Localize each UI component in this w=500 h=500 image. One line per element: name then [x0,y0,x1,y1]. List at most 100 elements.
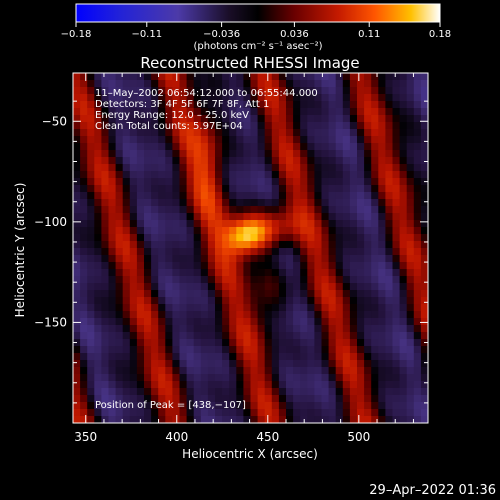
heatmap-cell [172,360,180,368]
heatmap-cell [385,192,393,200]
heatmap-cell [151,332,159,340]
heatmap-cell [406,171,415,179]
heatmap-cell [286,136,294,144]
heatmap-cell [335,213,344,221]
heatmap-cell [257,388,266,396]
heatmap-cell [271,416,280,423]
heatmap-cell [207,276,216,284]
heatmap-cell [87,143,95,151]
heatmap-cell [271,234,280,242]
heatmap-cell [243,164,251,172]
heatmap-cell [80,283,88,291]
heatmap-cell [222,409,230,417]
heatmap-cell [158,269,166,277]
heatmap-cell [222,164,230,172]
heatmap-cell [215,276,223,284]
heatmap-cell [229,402,237,410]
heatmap-cell [215,164,223,172]
heatmap-cell [200,206,209,214]
heatmap-cell [144,360,152,368]
heatmap-cell [321,416,329,423]
heatmap-cell [293,80,301,88]
heatmap-cell [136,395,145,403]
heatmap-cell [215,318,223,326]
heatmap-cell [101,199,109,207]
heatmap-cell [136,304,145,312]
heatmap-cell [321,150,329,158]
heatmap-cell [108,402,116,410]
heatmap-cell [364,395,372,403]
heatmap-cell [314,402,322,410]
heatmap-cell [293,395,301,403]
heatmap-cell [335,157,344,165]
heatmap-cell [278,157,287,165]
heatmap-cell [222,94,230,102]
heatmap-cell [122,101,131,109]
heatmap-cell [314,367,322,375]
heatmap-cell [342,80,351,88]
heatmap-cell [200,395,209,403]
heatmap-cell [80,199,88,207]
heatmap-cell [243,395,251,403]
heatmap-cell [264,402,273,410]
heatmap-cell [264,178,273,186]
heatmap-cell [73,374,81,382]
heatmap-cell [342,346,351,354]
heatmap-cell [207,304,216,312]
heatmap-cell [172,262,180,270]
heatmap-cell [371,262,379,270]
heatmap-cell [378,353,386,361]
heatmap-cell [371,143,379,151]
heatmap-cell [250,297,258,305]
heatmap-cell [392,227,400,235]
heatmap-cell [371,94,379,102]
heatmap-cell [264,346,273,354]
heatmap-cell [236,325,244,333]
heatmap-cell [165,318,173,326]
heatmap-cell [406,136,415,144]
heatmap-cell [229,353,237,361]
heatmap-cell [179,185,187,193]
heatmap-cell [364,360,372,368]
heatmap-cell [94,157,102,165]
heatmap-cell [108,115,116,123]
heatmap-cell [371,234,379,242]
heatmap-cell [136,199,145,207]
heatmap-cell [108,318,116,326]
heatmap-cell [378,164,386,172]
heatmap-cell [371,122,379,130]
heatmap-cell [179,115,187,123]
heatmap-cell [420,311,428,319]
heatmap-cell [357,185,365,193]
heatmap-cell [186,409,195,417]
heatmap-cell [115,311,124,319]
heatmap-cell [186,388,195,396]
heatmap-cell [94,199,102,207]
heatmap-cell [94,129,102,137]
heatmap-cell [236,178,244,186]
heatmap-cell [420,143,428,151]
heatmap-cell [321,381,329,389]
heatmap-cell [80,115,88,123]
heatmap-cell [129,311,138,319]
heatmap-cell [129,381,138,389]
heatmap-cell [115,290,124,298]
heatmap-cell [115,143,124,151]
heatmap-cell [229,409,237,417]
heatmap-cell [94,332,102,340]
heatmap-cell [215,171,223,179]
heatmap-cell [73,122,81,130]
heatmap-cell [264,157,273,165]
heatmap-cell [399,269,408,277]
heatmap-cell [243,262,251,270]
heatmap-cell [87,381,95,389]
heatmap-cell [87,122,95,130]
heatmap-cell [144,339,152,347]
heatmap-cell [293,360,301,368]
heatmap-cell [101,283,109,291]
heatmap-cell [87,199,95,207]
heatmap-cell [122,402,131,410]
heatmap-cell [271,87,280,95]
heatmap-cell [420,185,428,193]
heatmap-cell [129,80,138,88]
